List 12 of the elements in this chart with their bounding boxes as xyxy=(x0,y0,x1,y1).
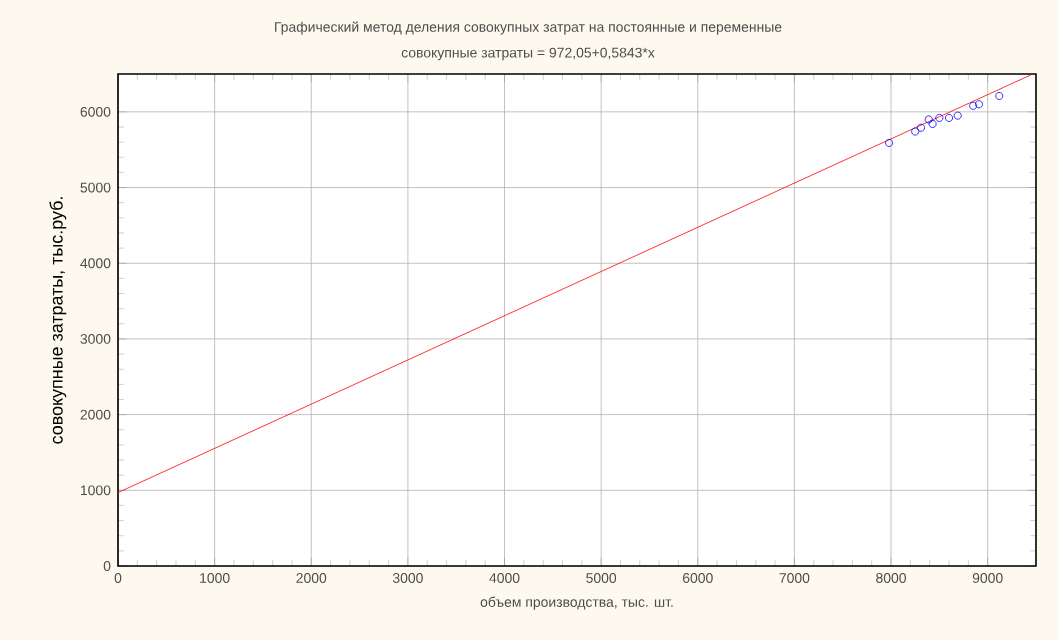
point xyxy=(924,115,933,124)
point xyxy=(995,91,1004,100)
y-axis-title: совокупные затраты, тыс.руб. xyxy=(49,197,67,444)
point xyxy=(917,123,925,132)
point xyxy=(945,113,953,122)
point xyxy=(953,111,962,120)
point xyxy=(885,138,894,147)
point xyxy=(911,127,920,136)
point xyxy=(974,100,983,109)
point xyxy=(935,113,944,122)
point xyxy=(969,101,978,110)
point xyxy=(928,119,937,128)
